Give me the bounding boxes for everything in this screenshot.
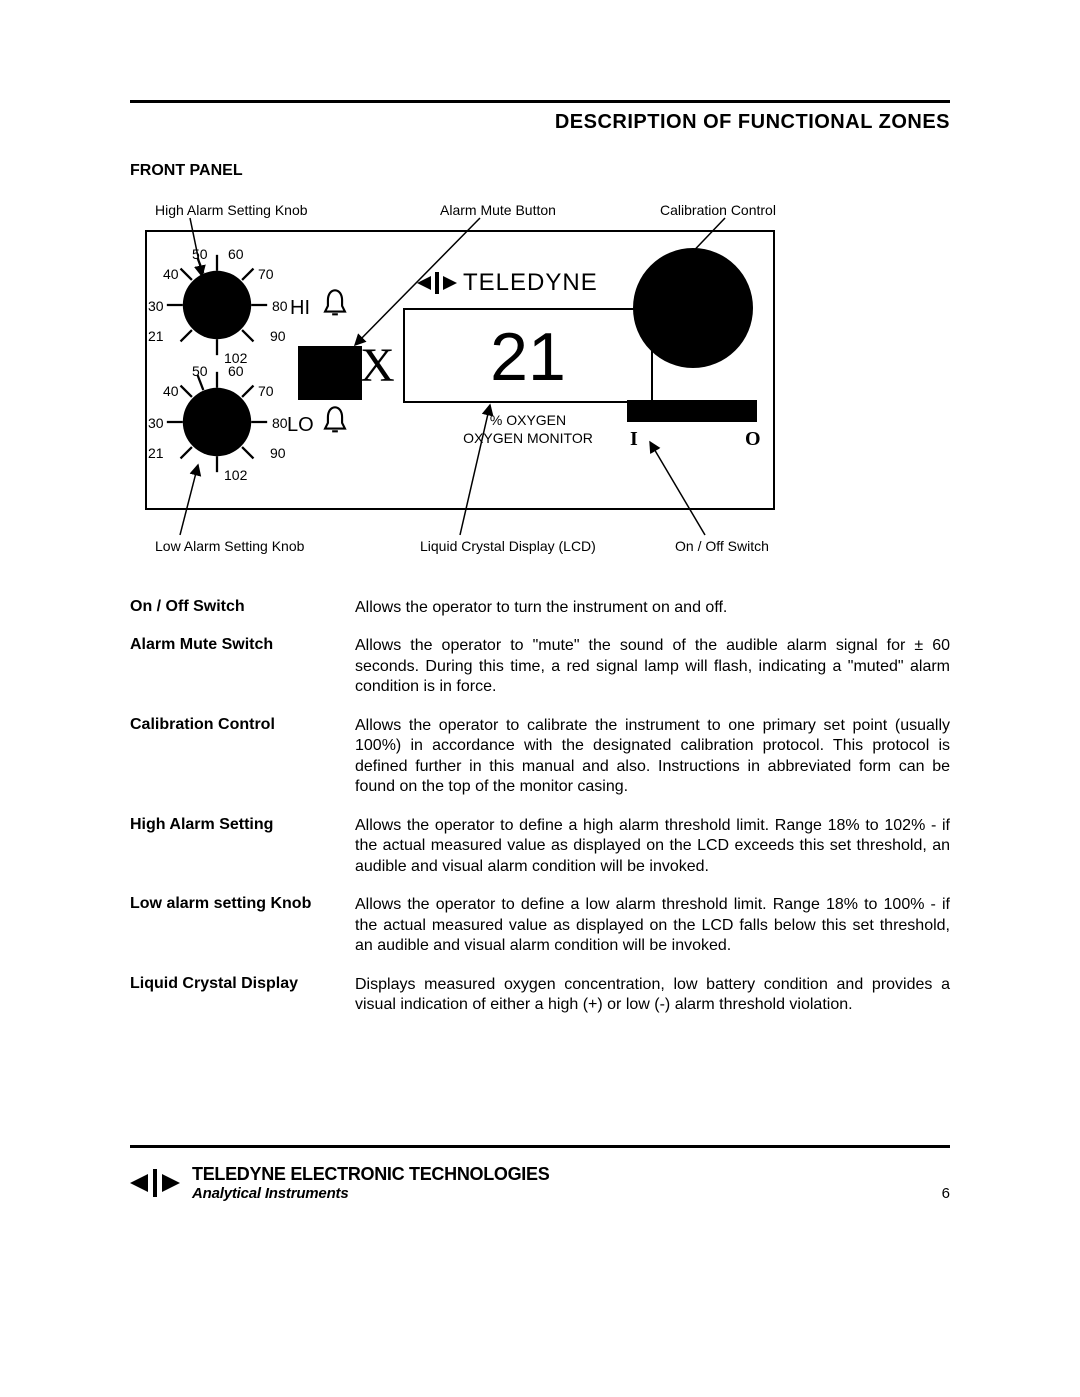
tick-70-lo: 70 — [258, 383, 274, 399]
tick-80-hi: 80 — [272, 298, 288, 314]
control-description: Displays measured oxygen concentration, … — [355, 975, 950, 1034]
table-row: Calibration ControlAllows the operator t… — [130, 716, 950, 816]
lcd-value: 21 — [490, 319, 566, 395]
tick-90-hi: 90 — [270, 328, 286, 344]
table-row: Liquid Crystal DisplayDisplays measured … — [130, 975, 950, 1034]
lcd-sub-monitor: OXYGEN MONITOR — [403, 430, 653, 446]
tick-50-lo: 50 — [192, 363, 208, 379]
table-row: Alarm Mute SwitchAllows the operator to … — [130, 636, 950, 715]
brand-text: TELEDYNE — [463, 269, 598, 297]
tick-21-hi: 21 — [148, 328, 164, 344]
bell-lo-icon — [318, 403, 352, 442]
control-term: High Alarm Setting — [130, 816, 355, 895]
control-description: Allows the operator to define a high ala… — [355, 816, 950, 895]
tick-21-lo: 21 — [148, 445, 164, 461]
tick-30-lo: 30 — [148, 415, 164, 431]
tick-40-hi: 40 — [163, 266, 179, 282]
control-term: On / Off Switch — [130, 598, 355, 636]
callout-alarm-mute-button: Alarm Mute Button — [440, 202, 556, 218]
tick-50-hi: 50 — [192, 246, 208, 262]
control-description: Allows the operator to calibrate the ins… — [355, 716, 950, 816]
footer-company: TELEDYNE ELECTRONIC TECHNOLOGIES — [192, 1164, 549, 1185]
teledyne-footer-icon — [130, 1169, 180, 1197]
tick-102-lo: 102 — [224, 467, 247, 483]
section-title: DESCRIPTION OF FUNCTIONAL ZONES — [130, 111, 950, 134]
teledyne-logo: TELEDYNE — [417, 269, 598, 297]
subtitle-front-panel: FRONT PANEL — [130, 162, 950, 180]
control-description: Allows the operator to turn the instrume… — [355, 598, 950, 636]
on-off-switch[interactable] — [627, 400, 757, 422]
switch-on-mark: I — [630, 428, 638, 451]
tick-60-hi: 60 — [228, 246, 244, 262]
callout-calibration-control: Calibration Control — [660, 202, 776, 218]
tick-30-hi: 30 — [148, 298, 164, 314]
lcd-display: 21 — [403, 308, 653, 403]
control-term: Alarm Mute Switch — [130, 636, 355, 715]
table-row: On / Off SwitchAllows the operator to tu… — [130, 598, 950, 636]
control-term: Liquid Crystal Display — [130, 975, 355, 1034]
callout-lcd: Liquid Crystal Display (LCD) — [420, 538, 596, 554]
footer-division: Analytical Instruments — [192, 1185, 549, 1202]
hi-label: HI — [290, 297, 310, 320]
callout-on-off-switch: On / Off Switch — [675, 538, 769, 554]
tick-60-lo: 60 — [228, 363, 244, 379]
front-panel-diagram: High Alarm Setting Knob Alarm Mute Butto… — [130, 190, 950, 570]
control-description: Allows the operator to "mute" the sound … — [355, 636, 950, 715]
page-number: 6 — [942, 1185, 950, 1202]
tick-90-lo: 90 — [270, 445, 286, 461]
lo-label: LO — [287, 414, 314, 437]
lcd-sub-oxygen-pct: % OXYGEN — [403, 412, 653, 428]
tick-80-lo: 80 — [272, 415, 288, 431]
table-row: High Alarm SettingAllows the operator to… — [130, 816, 950, 895]
calibration-knob[interactable] — [633, 248, 753, 368]
table-row: Low alarm setting KnobAllows the operato… — [130, 895, 950, 974]
callout-low-alarm-knob: Low Alarm Setting Knob — [155, 538, 304, 554]
mute-x-icon: X — [360, 338, 395, 393]
callout-high-alarm-knob: High Alarm Setting Knob — [155, 202, 308, 218]
tick-70-hi: 70 — [258, 266, 274, 282]
control-description: Allows the operator to define a low alar… — [355, 895, 950, 974]
bell-hi-icon — [318, 286, 352, 325]
control-term: Calibration Control — [130, 716, 355, 816]
tick-40-lo: 40 — [163, 383, 179, 399]
switch-off-mark: O — [745, 428, 761, 451]
control-term: Low alarm setting Knob — [130, 895, 355, 974]
alarm-mute-button[interactable] — [298, 346, 362, 400]
controls-table: On / Off SwitchAllows the operator to tu… — [130, 598, 950, 1034]
